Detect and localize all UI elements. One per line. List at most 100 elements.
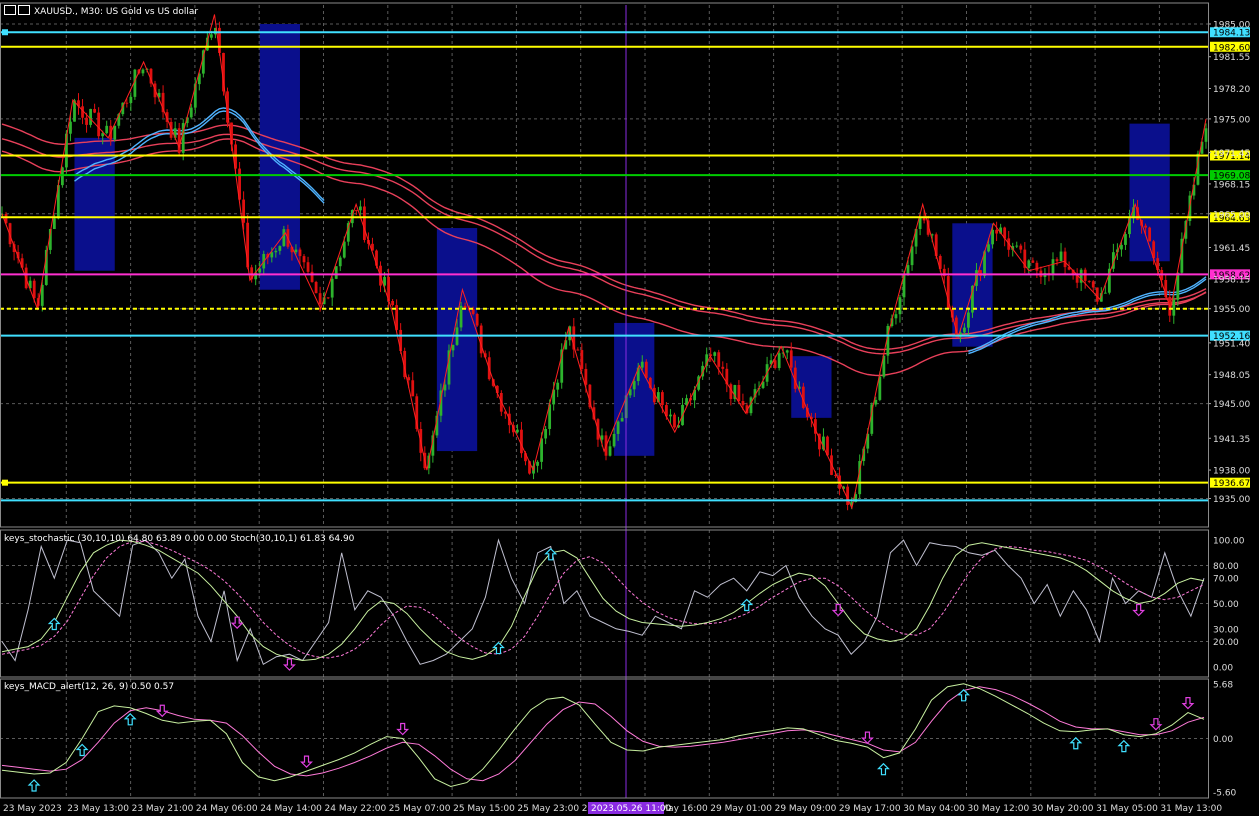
- time-tick-label: 24 May 22:00: [325, 804, 387, 814]
- candle-body: [491, 379, 495, 386]
- candle-body: [709, 354, 713, 356]
- candle-body: [777, 353, 781, 368]
- candle-body: [660, 392, 664, 406]
- candle-body: [141, 69, 145, 74]
- candle-body: [745, 405, 749, 414]
- stoch-tick-label: 50.00: [1213, 600, 1239, 610]
- candle-body: [1075, 274, 1079, 283]
- candle-body: [910, 246, 914, 266]
- candle-body: [693, 389, 697, 401]
- candle-body: [954, 317, 958, 337]
- candle-body: [278, 246, 282, 251]
- stoch-tick-label: 0.00: [1213, 663, 1233, 673]
- price-level-label: 1958.62: [1213, 271, 1250, 281]
- time-axis: 23 May 2023 23 May 13:00 23 May 21:00 24 Ma…: [3, 802, 1222, 814]
- panel-border: [0, 529, 1209, 678]
- candle-body: [121, 102, 125, 115]
- chart-mode-icon[interactable]: [18, 5, 30, 15]
- candle-body: [902, 274, 906, 298]
- price-axis: 1985.00 1981.55 1978.20 1975.00 1971.45 1968.…: [1208, 20, 1250, 799]
- candle-body: [197, 73, 201, 85]
- candle-body: [89, 108, 92, 125]
- candle-body: [483, 353, 487, 358]
- horizontal-levels[interactable]: 1984.13 1982.60 1971.14 1969.08 1964.63 1958.…: [0, 27, 1250, 502]
- candle-body: [105, 125, 109, 134]
- candle-body: [729, 384, 733, 399]
- arrow-down-icon: [831, 603, 845, 617]
- candle-body: [701, 365, 705, 377]
- candle-body: [1192, 184, 1196, 196]
- candle-body: [934, 234, 938, 256]
- candle-body: [632, 381, 636, 390]
- candle-body: [536, 461, 539, 466]
- time-tick-label: 30 May 04:00: [903, 804, 965, 814]
- candle-body: [65, 133, 68, 168]
- time-tick-label: 30 May 20:00: [1032, 804, 1094, 814]
- candle-body: [809, 416, 813, 420]
- candle-body: [781, 352, 785, 354]
- candle-body: [987, 244, 990, 252]
- candle-body: [805, 407, 809, 417]
- time-tick-label: 23 May 21:00: [132, 804, 194, 814]
- candle-body: [822, 436, 825, 450]
- candle-body: [222, 52, 225, 92]
- candle-body: [69, 121, 72, 134]
- candle-body: [1188, 195, 1192, 222]
- candle-body: [101, 133, 105, 137]
- candle-body: [77, 100, 80, 107]
- arrow-up-icon: [957, 688, 971, 702]
- candle-body: [97, 112, 101, 137]
- candle-body: [1067, 267, 1071, 270]
- price-level-label: 1971.14: [1213, 152, 1250, 162]
- candle-body: [189, 107, 193, 118]
- candle-body: [1035, 262, 1039, 271]
- candle-body: [290, 246, 294, 253]
- candle-body: [254, 272, 258, 280]
- candle-body: [769, 360, 773, 365]
- candle-body: [524, 453, 527, 462]
- time-tick-label: 30 May 12:00: [968, 804, 1030, 814]
- candle-body: [818, 433, 821, 450]
- candle-body: [439, 390, 443, 416]
- candle-body: [411, 380, 415, 397]
- candle-body: [205, 37, 209, 51]
- candle-body: [753, 389, 757, 398]
- time-tick-label: 25 May 15:00: [453, 804, 515, 814]
- candle-body: [185, 117, 189, 124]
- candle-body: [1011, 246, 1015, 250]
- candle-body: [958, 332, 962, 337]
- candle-body: [371, 243, 374, 251]
- candle-body: [814, 419, 817, 434]
- time-tick-label: 23 May 2023: [3, 804, 62, 814]
- candle-body: [656, 392, 660, 403]
- candle-body: [898, 297, 902, 315]
- candle-body: [1156, 258, 1160, 271]
- time-tick-label: 23 May 13:00: [67, 804, 129, 814]
- candle-body: [1204, 128, 1208, 142]
- moving-average-line: [1, 133, 1207, 355]
- price-tick-label: 1938.00: [1213, 467, 1250, 477]
- level-handle: [2, 29, 8, 36]
- stochastic-panel: [2, 540, 1205, 671]
- candle-body: [640, 361, 644, 368]
- arrow-up-icon: [877, 762, 890, 776]
- candle-body: [665, 405, 668, 417]
- candle-body: [773, 360, 777, 368]
- price-tick-label: 1975.00: [1213, 115, 1250, 125]
- desc-separator: :: [99, 7, 106, 17]
- candle-body: [983, 251, 986, 276]
- chart-menu-icon[interactable]: [4, 5, 16, 15]
- candle-body: [40, 284, 44, 306]
- candle-body: [117, 114, 121, 126]
- timeframe-label: M30: [80, 7, 100, 17]
- candle-body: [282, 229, 286, 247]
- candle-body: [81, 106, 84, 118]
- candle-body: [1144, 225, 1147, 228]
- candle-body: [846, 486, 850, 505]
- candle-body: [588, 384, 592, 408]
- time-tick-label: 24 May 14:00: [260, 804, 322, 814]
- arrow-down-icon: [1181, 696, 1195, 710]
- crosshair-time-label: 2023.05.26 11:00: [591, 804, 672, 814]
- price-level-label: 1936.67: [1213, 479, 1250, 489]
